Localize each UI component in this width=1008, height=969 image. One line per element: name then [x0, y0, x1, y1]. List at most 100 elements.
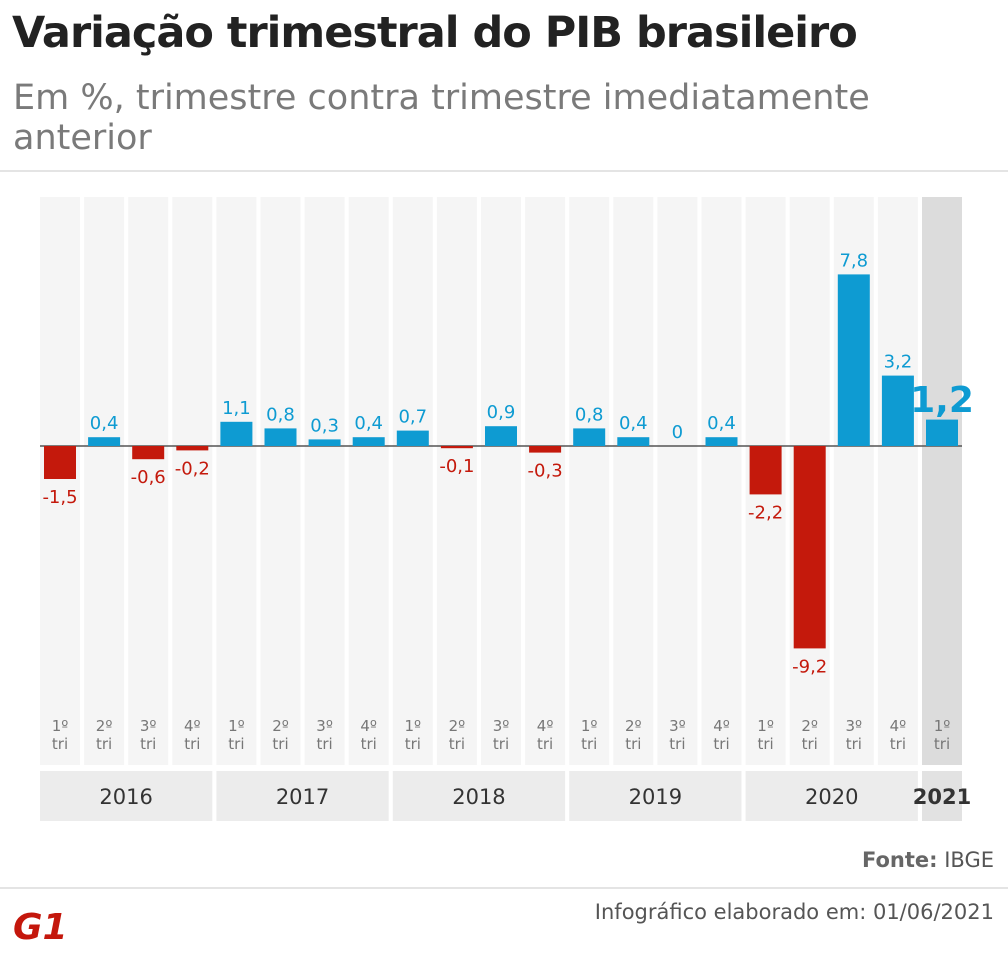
quarter-label-line: 3º: [140, 717, 157, 735]
quarter-label: 1º tri: [581, 717, 598, 753]
source-value: IBGE: [944, 848, 994, 872]
value-label: 0,3: [310, 415, 339, 436]
quarter-label-line: 4º: [537, 717, 554, 735]
quarter-label-line: 2º: [801, 717, 818, 735]
quarter-label: 3º tri: [140, 717, 157, 753]
bar: [176, 446, 209, 451]
bar: [132, 446, 165, 460]
quarter-label-line: 2º: [449, 717, 466, 735]
bar: [617, 437, 650, 446]
quarter-label-line: 1º: [52, 717, 69, 735]
quarter-label-line: 1º: [228, 717, 245, 735]
value-label: 0,9: [487, 402, 516, 423]
quarter-label: 2º tri: [449, 717, 466, 753]
quarter-label-line: tri: [493, 735, 509, 753]
bar: [308, 439, 341, 446]
bar: [749, 446, 782, 495]
quarter-label-line: 4º: [360, 717, 377, 735]
quarter-column: [569, 197, 610, 765]
quarter-label: 4º tri: [890, 717, 907, 753]
quarter-label-line: tri: [846, 735, 862, 753]
year-label: 2017: [276, 785, 329, 809]
value-label: -0,1: [439, 456, 474, 477]
quarter-label: 4º tri: [713, 717, 730, 753]
quarter-label-line: tri: [405, 735, 421, 753]
bar: [440, 446, 473, 449]
value-label: -1,5: [42, 487, 77, 508]
credit-note: Infográfico elaborado em: 01/06/2021: [594, 900, 994, 924]
value-label: 0,4: [354, 413, 383, 434]
bar: [793, 446, 826, 649]
source-note: Fonte: IBGE: [862, 848, 994, 872]
value-label: -0,2: [175, 458, 210, 479]
value-label: 0,4: [90, 413, 119, 434]
quarter-label-line: tri: [184, 735, 200, 753]
quarter-label-line: tri: [140, 735, 156, 753]
quarter-label-line: tri: [713, 735, 729, 753]
quarter-label: 3º tri: [669, 717, 686, 753]
bar: [529, 446, 562, 453]
quarter-label-line: 4º: [184, 717, 201, 735]
quarter-label-line: tri: [96, 735, 112, 753]
year-group-box: [40, 771, 213, 821]
value-label: -9,2: [792, 656, 827, 677]
quarter-label: 1º tri: [934, 717, 951, 753]
quarter-label: 1º tri: [228, 717, 245, 753]
quarter-label-line: 1º: [934, 717, 951, 735]
quarter-label-line: tri: [934, 735, 950, 753]
bar: [485, 426, 517, 446]
year-group-box: [216, 771, 389, 821]
bar-chart: -1,5 0,4 -0,6 -0,2 1,1 0,8 0,3 0,4 0,7 -0,1 0,9 -0,…: [40, 197, 974, 821]
quarter-column: [260, 197, 301, 765]
value-label: 0,7: [398, 407, 427, 428]
top-divider: [0, 170, 1008, 172]
quarter-label-line: tri: [272, 735, 288, 753]
quarter-label-line: tri: [361, 735, 377, 753]
quarter-label: 1º tri: [52, 717, 69, 753]
bar: [220, 421, 253, 446]
quarter-label-line: tri: [757, 735, 773, 753]
year-group-box: [392, 771, 566, 821]
value-label: 0,4: [707, 413, 736, 434]
bar: [881, 375, 914, 446]
quarter-label-line: 4º: [713, 717, 730, 735]
value-label: -0,3: [528, 461, 563, 482]
value-label: 1,2: [910, 380, 974, 421]
quarter-label-line: tri: [581, 735, 597, 753]
value-label: 0,8: [266, 404, 295, 425]
quarter-label-line: tri: [537, 735, 553, 753]
quarter-column: [348, 197, 389, 765]
source-label: Fonte:: [861, 848, 938, 872]
quarter-label: 2º tri: [96, 717, 113, 753]
quarter-column: [613, 197, 654, 765]
bar: [926, 419, 958, 446]
year-group-box: [922, 771, 962, 821]
year-label: 2018: [452, 785, 505, 809]
quarter-column: [436, 197, 477, 765]
quarter-label-line: 3º: [316, 717, 333, 735]
quarter-column: [172, 197, 213, 765]
quarter-label-line: tri: [316, 735, 332, 753]
chart-title: Variação trimestral do PIB brasileiro: [12, 8, 858, 58]
quarter-column: [525, 197, 566, 765]
quarter-label: 2º tri: [625, 717, 642, 753]
quarter-label: 4º tri: [184, 717, 201, 753]
quarter-label-line: tri: [625, 735, 641, 753]
quarter-label: 3º tri: [493, 717, 510, 753]
quarter-column: [481, 197, 521, 765]
year-label: 2021: [913, 785, 971, 809]
bar: [573, 428, 606, 446]
quarter-column: [304, 197, 345, 765]
quarter-column: [216, 197, 257, 765]
year-group-box: [745, 771, 918, 821]
quarter-column: [392, 197, 433, 765]
quarter-label-line: 1º: [581, 717, 598, 735]
quarter-label-line: 3º: [669, 717, 686, 735]
quarter-label: 3º tri: [316, 717, 333, 753]
quarter-label: 2º tri: [801, 717, 818, 753]
quarter-label-line: 1º: [404, 717, 421, 735]
quarter-label-line: 1º: [757, 717, 774, 735]
quarter-column: [128, 197, 169, 765]
quarter-label-line: tri: [802, 735, 818, 753]
quarter-label: 2º tri: [272, 717, 289, 753]
